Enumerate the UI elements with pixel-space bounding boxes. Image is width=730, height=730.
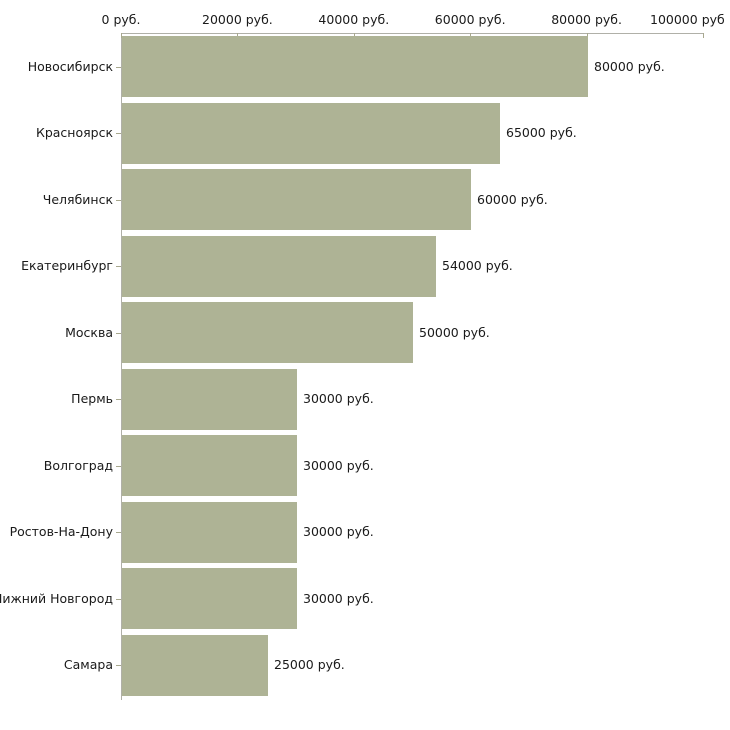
- y-axis-category-label: Москва: [65, 324, 113, 340]
- x-axis-tick-label: 60000 руб.: [434, 12, 506, 27]
- y-axis-category-label: Нижний Новгород: [0, 590, 113, 606]
- y-axis-tick: [116, 266, 121, 267]
- bar[interactable]: [122, 169, 471, 230]
- bar-value-label: 30000 руб.: [303, 391, 374, 406]
- bar[interactable]: [122, 368, 297, 430]
- bar-value-label: 80000 руб.: [594, 58, 665, 74]
- y-axis-category-label: Пермь: [71, 391, 113, 406]
- y-axis-category-label: Красноярск: [35, 125, 113, 140]
- y-axis-tick: [116, 133, 121, 134]
- y-axis-category-label: Челябинск: [42, 191, 113, 207]
- y-axis-category-label: Новосибирск: [27, 58, 113, 74]
- x-axis-line: [121, 33, 703, 34]
- bar[interactable]: [122, 435, 297, 496]
- bar-value-label: 30000 руб.: [303, 590, 374, 606]
- x-axis-tick-label: 100000 руб: [650, 12, 725, 27]
- bar[interactable]: [122, 634, 268, 696]
- y-axis-tick: [116, 599, 121, 600]
- x-axis-tick-label: 40000 руб.: [318, 12, 390, 27]
- y-axis-tick: [116, 333, 121, 334]
- bar-value-label: 60000 руб.: [477, 191, 548, 207]
- bar[interactable]: [122, 501, 297, 563]
- y-axis-category-label: Ростов-На-Дону: [9, 524, 113, 539]
- x-axis-tick-label: 80000 руб.: [551, 12, 622, 27]
- bar-value-label: 54000 руб.: [442, 258, 513, 273]
- bar-value-label: 30000 руб.: [303, 457, 374, 473]
- bar[interactable]: [122, 568, 297, 629]
- y-axis-tick: [116, 665, 121, 666]
- bar-value-label: 65000 руб.: [506, 125, 577, 140]
- x-axis-tick-label: 0 руб.: [101, 12, 141, 27]
- y-axis-tick: [116, 200, 121, 201]
- bar[interactable]: [122, 36, 588, 97]
- x-axis-tick: [586, 33, 588, 38]
- y-axis-category-label: Самара: [63, 657, 113, 672]
- bar-value-label: 25000 руб.: [274, 657, 345, 672]
- x-axis-tick: [353, 33, 355, 38]
- y-axis-tick: [116, 399, 121, 400]
- bar[interactable]: [122, 102, 500, 164]
- y-axis-line: [121, 33, 122, 700]
- bar[interactable]: [122, 302, 413, 363]
- y-axis-category-label: Волгоград: [43, 457, 113, 473]
- y-axis-category-label: Екатеринбург: [21, 258, 113, 273]
- x-axis-tick-label: 20000 руб.: [202, 12, 273, 27]
- x-axis-tick: [470, 33, 472, 38]
- bar-value-label: 50000 руб.: [419, 324, 490, 340]
- bar[interactable]: [122, 235, 436, 297]
- y-axis-tick: [116, 532, 121, 533]
- x-axis-tick: [703, 33, 704, 38]
- y-axis-tick: [116, 466, 121, 467]
- x-axis-tick: [237, 33, 239, 38]
- y-axis-tick: [116, 67, 121, 68]
- x-axis-tick: [121, 33, 122, 38]
- bar-value-label: 30000 руб.: [303, 524, 374, 539]
